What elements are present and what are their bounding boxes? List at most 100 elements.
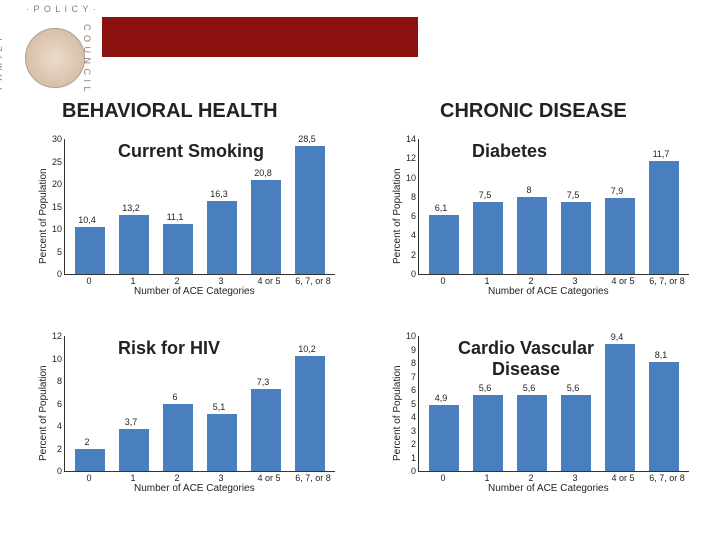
bar [605,198,635,274]
ytick: 0 [44,466,62,476]
bar [473,395,503,471]
bar [119,429,149,471]
bar [163,224,193,274]
ylabel: Percent of Population [392,365,403,461]
xtick: 0 [75,276,103,286]
xtick: 0 [75,473,103,483]
ytick: 12 [398,153,416,163]
bar [649,161,679,274]
bar [517,395,547,471]
bar-label: 28,5 [293,134,321,144]
xtick: 3 [561,276,589,286]
bar-label: 7,3 [249,377,277,387]
ytick: 14 [398,134,416,144]
bar-label: 4,9 [427,393,455,403]
bar-label: 2 [73,437,101,447]
xtick: 3 [561,473,589,483]
bar-label: 8,1 [647,350,675,360]
bar [251,180,281,274]
ytick: 10 [44,354,62,364]
ytick: 0 [44,269,62,279]
xtick: 4 or 5 [605,276,641,286]
xtick: 6, 7, or 8 [295,473,331,483]
bar-label: 10,4 [73,215,101,225]
chart-title-smoking: Current Smoking [118,141,264,162]
bar [119,215,149,274]
bar [75,227,105,274]
section-title-left: BEHAVIORAL HEALTH [62,100,278,123]
header-bar [102,17,418,57]
bar-label: 6 [161,392,189,402]
ylabel: Percent of Population [38,168,49,264]
bar-label: 16,3 [205,189,233,199]
ytick: 25 [44,157,62,167]
bar [429,215,459,274]
bar-label: 5,6 [471,383,499,393]
bar-label: 7,9 [603,186,631,196]
xtick: 3 [207,473,235,483]
bar [163,404,193,472]
ytick: 30 [44,134,62,144]
bar-label: 20,8 [249,168,277,178]
bar-label: 7,5 [559,190,587,200]
xtick: 2 [517,473,545,483]
xtick: 2 [517,276,545,286]
ytick: 12 [44,331,62,341]
bar-label: 9,4 [603,332,631,342]
bar-label: 11,1 [161,212,189,222]
xtick: 4 or 5 [605,473,641,483]
brand-logo [25,28,85,88]
bar [561,202,591,274]
bar [251,389,281,471]
bar-label: 8 [515,185,543,195]
xtick: 6, 7, or 8 [649,276,685,286]
xtick: 1 [473,473,501,483]
bar [295,356,325,471]
section-title-right: CHRONIC DISEASE [440,100,627,123]
bar [473,202,503,274]
xtick: 0 [429,276,457,286]
bar-label: 5,6 [559,383,587,393]
bar-label: 7,5 [471,190,499,200]
brand-right: C O U N C I L [82,24,92,93]
ytick: 0 [398,269,416,279]
bar [207,414,237,471]
plot-diabetes [418,139,689,275]
chart-title-hiv: Risk for HIV [118,338,220,359]
bar [429,405,459,471]
brand-top: · P O L I C Y · [26,4,97,14]
bar [517,197,547,274]
ytick: 9 [398,345,416,355]
bar [649,362,679,471]
xtick: 0 [429,473,457,483]
bar [75,449,105,472]
ytick: 0 [398,466,416,476]
chart-title-diabetes: Diabetes [472,141,547,162]
bar [295,146,325,274]
xtick: 4 or 5 [251,276,287,286]
xtick: 2 [163,276,191,286]
ytick: 10 [398,331,416,341]
ylabel: Percent of Population [38,365,49,461]
bar-label: 5,1 [205,402,233,412]
xlabel: Number of ACE Categories [134,483,255,494]
xlabel: Number of ACE Categories [488,483,609,494]
xtick: 6, 7, or 8 [295,276,331,286]
xtick: 3 [207,276,235,286]
bar-label: 6,1 [427,203,455,213]
ylabel: Percent of Population [392,168,403,264]
xtick: 4 or 5 [251,473,287,483]
xtick: 1 [473,276,501,286]
xtick: 6, 7, or 8 [649,473,685,483]
bar-label: 5,6 [515,383,543,393]
brand-left: F A M I L Y [0,35,4,90]
xlabel: Number of ACE Categories [134,286,255,297]
bar-label: 3,7 [117,417,145,427]
xtick: 2 [163,473,191,483]
bar-label: 11,7 [647,149,675,159]
chart-title-cvd: Cardio Vascular Disease [446,338,606,380]
xlabel: Number of ACE Categories [488,286,609,297]
xtick: 1 [119,473,147,483]
bar [605,344,635,471]
bar-label: 13,2 [117,203,145,213]
